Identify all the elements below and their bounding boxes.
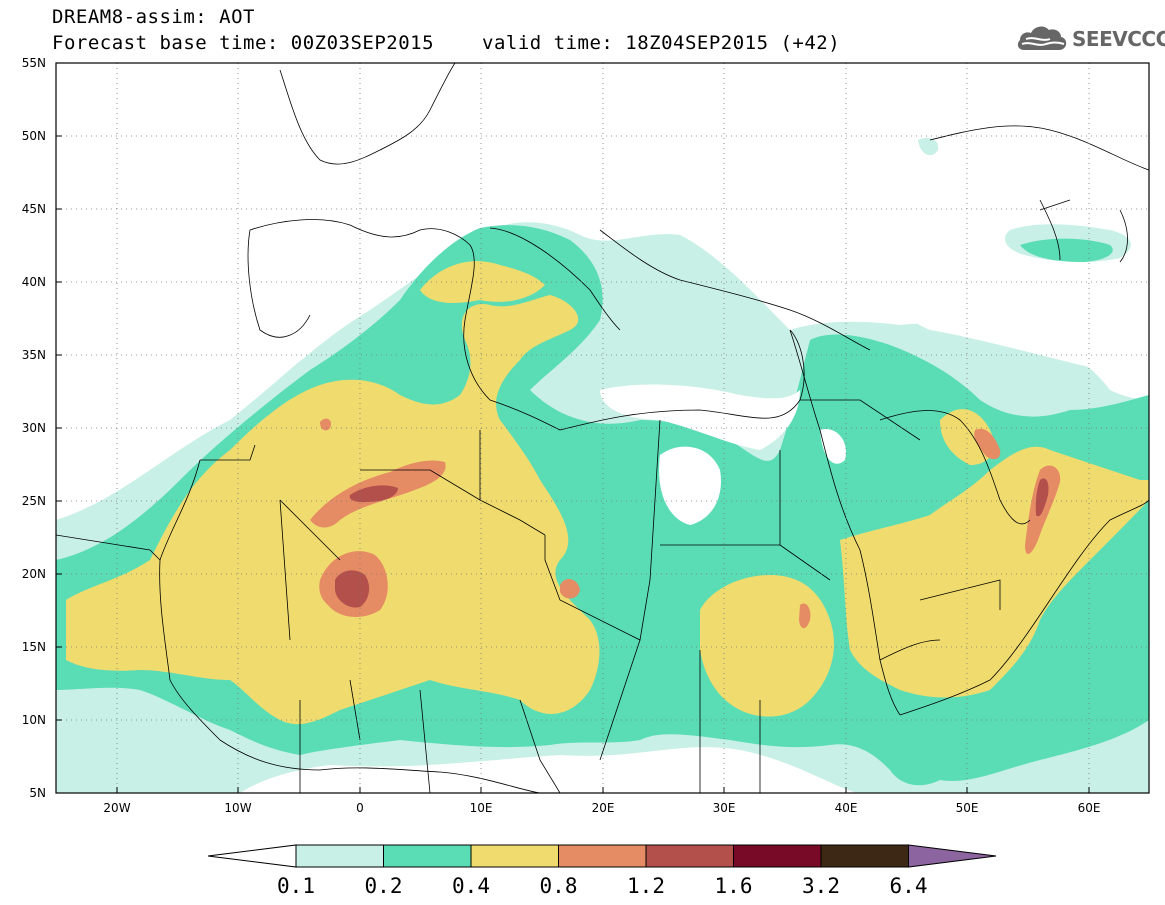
colorbar-label: 1.6 xyxy=(715,874,753,898)
colorbar-over-arrow xyxy=(908,844,997,868)
colorbar-label: 3.2 xyxy=(802,874,840,898)
colorbar-under-arrow xyxy=(207,844,297,868)
lon-labels: 20W 10W 0 10E 20E 30E 40E 50E 60E xyxy=(103,801,1100,815)
colorbar-swatch xyxy=(733,844,822,868)
map-title: DREAM8-assim: AOT xyxy=(52,6,255,28)
lat-label: 30N xyxy=(22,421,46,435)
lat-label: 5N xyxy=(29,786,46,800)
colorbar-swatch xyxy=(383,844,472,868)
valid-time: valid time: 18Z04SEP2015 (+42) xyxy=(482,32,841,54)
colorbar-label: 0.2 xyxy=(365,874,403,898)
lat-label: 20N xyxy=(22,567,46,581)
lat-label: 50N xyxy=(22,129,46,143)
aot-band-1.2 xyxy=(335,478,1049,608)
seevccc-logo: SEEVCCC xyxy=(1016,22,1165,56)
lon-label: 50E xyxy=(956,801,979,815)
lon-label: 20W xyxy=(103,801,130,815)
lat-label: 25N xyxy=(22,494,46,508)
lon-label: 30E xyxy=(713,801,736,815)
colorbar-label: 0.1 xyxy=(277,874,315,898)
colorbar-swatch xyxy=(820,844,909,868)
coastlines xyxy=(56,63,1149,793)
lon-label: 0 xyxy=(356,801,364,815)
colorbar-swatch xyxy=(295,844,384,868)
lon-label: 40E xyxy=(835,801,858,815)
lat-labels: 55N 50N 45N 40N 35N 30N 25N 20N 15N 10N … xyxy=(22,56,46,800)
colorbar xyxy=(207,844,997,868)
lon-label: 60E xyxy=(1078,801,1101,815)
lat-label: 35N xyxy=(22,348,46,362)
colorbar-swatch xyxy=(470,844,559,868)
aot-contours xyxy=(56,138,1149,793)
colorbar-swatch xyxy=(558,844,647,868)
lat-label: 45N xyxy=(22,202,46,216)
axis-ticks xyxy=(56,62,1090,794)
colorbar-label: 0.4 xyxy=(452,874,490,898)
lat-label: 10N xyxy=(22,713,46,727)
lon-label: 10W xyxy=(224,801,251,815)
lat-label: 55N xyxy=(22,56,46,70)
forecast-base-time: Forecast base time: 00Z03SEP2015 xyxy=(52,32,435,54)
lon-label: 20E xyxy=(592,801,615,815)
colorbar-labels: 0.1 0.2 0.4 0.8 1.2 1.6 3.2 6.4 xyxy=(277,874,927,898)
lat-label: 15N xyxy=(22,640,46,654)
colorbar-label: 0.8 xyxy=(540,874,578,898)
lat-label: 40N xyxy=(22,275,46,289)
lon-label: 10E xyxy=(470,801,493,815)
graticule xyxy=(56,63,1149,793)
colorbar-swatch xyxy=(645,844,734,868)
cloud-icon xyxy=(1017,26,1067,50)
logo-text: SEEVCCC xyxy=(1072,27,1165,51)
colorbar-label: 1.2 xyxy=(627,874,665,898)
colorbar-label: 6.4 xyxy=(890,874,928,898)
